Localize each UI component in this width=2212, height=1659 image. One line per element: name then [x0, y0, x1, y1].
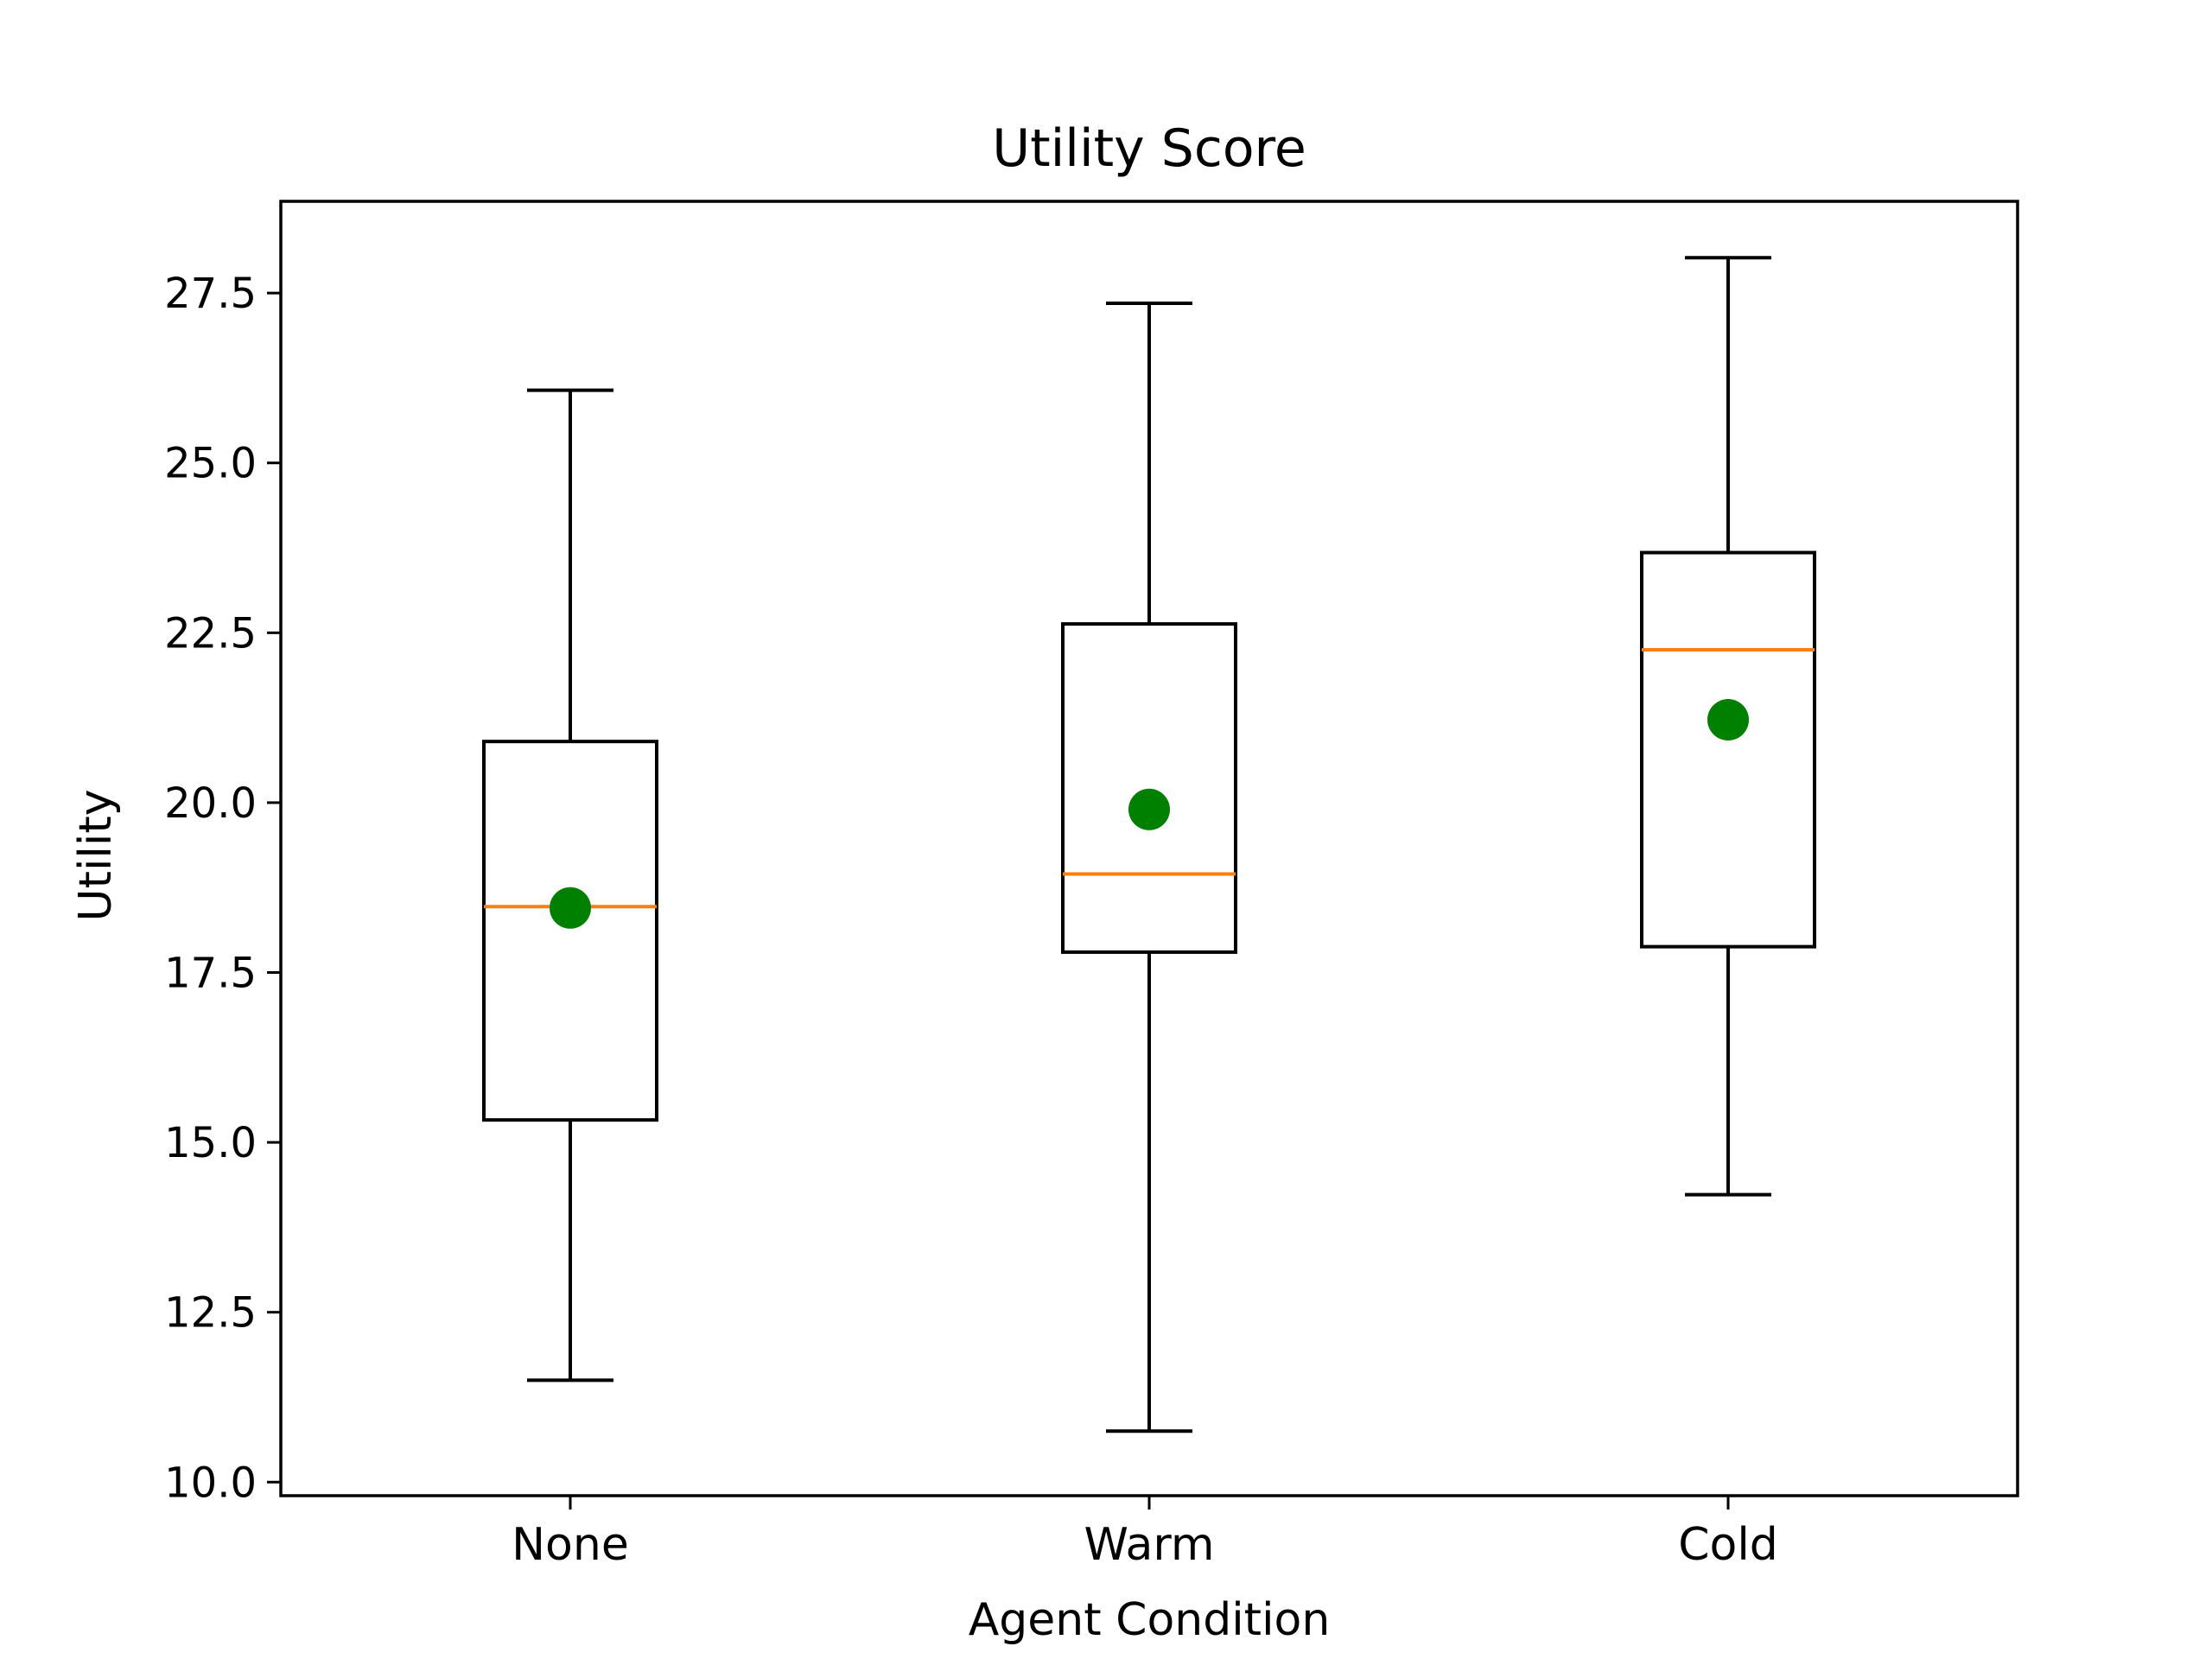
y-tick-label: 25.0: [164, 440, 257, 488]
box-none: [482, 740, 658, 1122]
y-axis-label: Utility: [70, 790, 122, 922]
mean-marker-cold: [1707, 698, 1749, 741]
box-cold: [1640, 550, 1816, 949]
x-tick-label: Warm: [1084, 1519, 1214, 1571]
y-tick-label: 12.5: [164, 1289, 257, 1338]
mean-marker-warm: [1128, 788, 1170, 830]
y-tick-label: 10.0: [164, 1459, 257, 1507]
x-tick-label: None: [512, 1519, 629, 1571]
x-tick-label: Cold: [1678, 1519, 1778, 1571]
y-tick-label: 22.5: [164, 609, 257, 658]
y-tick-label: 15.0: [164, 1119, 257, 1167]
y-tick-label: 20.0: [164, 779, 257, 828]
y-tick-label: 17.5: [164, 950, 257, 998]
plot-area: 10.0 12.5 15.0 17.5 20.0 22.5 25.0 27.5 None Warm…: [164, 200, 2019, 1571]
chart-title: Utility Score: [992, 118, 1306, 179]
y-tick-label: 27.5: [164, 270, 257, 318]
box-warm: [1061, 622, 1237, 954]
x-axis-label: Agent Condition: [969, 1594, 1331, 1646]
mean-marker-none: [550, 887, 591, 929]
